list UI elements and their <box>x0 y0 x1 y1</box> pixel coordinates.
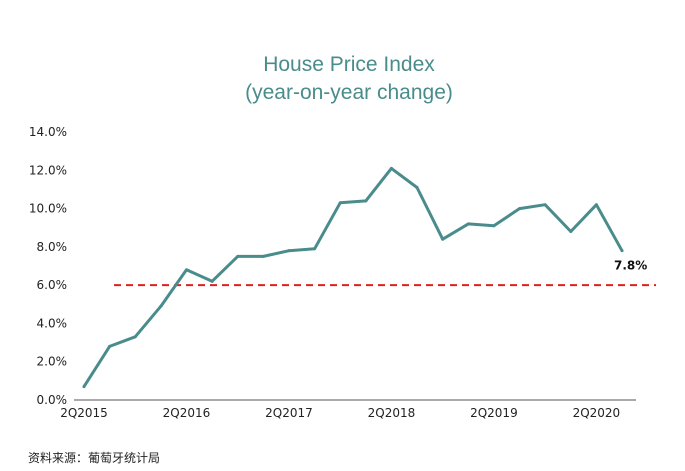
data-point <box>313 247 317 251</box>
y-tick-label: 8.0% <box>37 240 68 254</box>
data-point <box>620 249 624 253</box>
axes: 0.0% 2.0% 4.0% 6.0% 8.0% 10.0% 12.0% 14.0% 2Q201… <box>29 125 636 420</box>
x-tick-label: 2Q2019 <box>470 406 518 420</box>
data-point <box>236 254 240 258</box>
y-tick-label: 6.0% <box>37 278 68 292</box>
x-tick-label: 2Q2016 <box>163 406 211 420</box>
data-point <box>389 166 393 170</box>
y-tick-label: 0.0% <box>37 393 68 407</box>
y-tick-label: 12.0% <box>29 163 67 177</box>
end-data-label: 7.8% <box>614 259 647 273</box>
data-point <box>441 237 445 241</box>
data-point <box>338 201 342 205</box>
data-point <box>108 344 112 348</box>
data-point <box>82 385 86 389</box>
data-point <box>159 304 163 308</box>
data-point <box>492 224 496 228</box>
chart-subtitle: (year-on-year change) <box>245 81 453 104</box>
x-tick-label: 2Q2020 <box>573 406 621 420</box>
data-point <box>133 335 137 339</box>
data-point <box>543 203 547 207</box>
data-point <box>518 207 522 211</box>
data-point <box>210 279 214 283</box>
y-tick-label: 2.0% <box>37 355 68 369</box>
plot-area: 7.8% <box>82 166 656 389</box>
x-tick-label: 2Q2018 <box>368 406 416 420</box>
data-point <box>466 222 470 226</box>
data-point <box>594 203 598 207</box>
chart-title: House Price Index <box>263 53 435 76</box>
y-tick-label: 4.0% <box>37 316 68 330</box>
data-point <box>415 186 419 190</box>
y-tick-label: 14.0% <box>29 125 67 139</box>
series-line <box>82 166 624 389</box>
source-note: 资料来源：葡萄牙统计局 <box>28 451 161 465</box>
data-point <box>569 230 573 234</box>
data-point <box>184 268 188 272</box>
x-tick-label: 2Q2015 <box>60 406 108 420</box>
data-point <box>287 249 291 253</box>
data-point <box>261 254 265 258</box>
data-point <box>364 199 368 203</box>
x-tick-label: 2Q2017 <box>265 406 313 420</box>
y-tick-label: 10.0% <box>29 202 67 216</box>
